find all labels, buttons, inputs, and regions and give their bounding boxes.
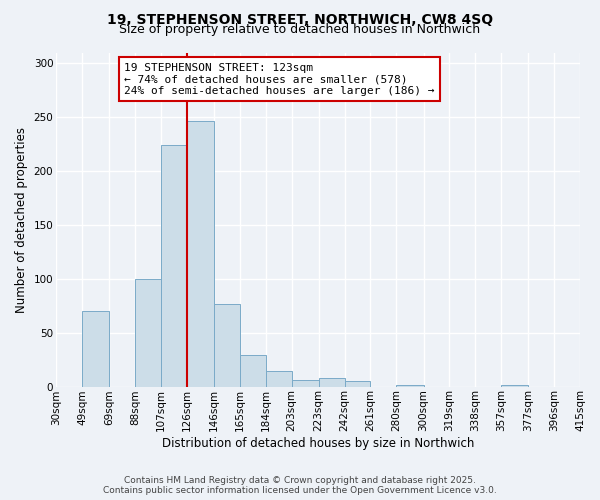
Bar <box>161 145 187 386</box>
Bar <box>240 356 266 386</box>
X-axis label: Distribution of detached houses by size in Northwich: Distribution of detached houses by size … <box>162 437 474 450</box>
Text: Contains HM Land Registry data © Crown copyright and database right 2025.
Contai: Contains HM Land Registry data © Crown c… <box>103 476 497 495</box>
Y-axis label: Number of detached properties: Number of detached properties <box>15 126 28 312</box>
Bar <box>292 380 319 386</box>
Bar <box>266 372 292 386</box>
Bar <box>82 311 109 386</box>
Bar <box>135 279 161 386</box>
Bar <box>214 304 240 386</box>
Bar <box>344 381 370 386</box>
Text: 19, STEPHENSON STREET, NORTHWICH, CW8 4SQ: 19, STEPHENSON STREET, NORTHWICH, CW8 4S… <box>107 12 493 26</box>
Text: 19 STEPHENSON STREET: 123sqm
← 74% of detached houses are smaller (578)
24% of s: 19 STEPHENSON STREET: 123sqm ← 74% of de… <box>124 62 434 96</box>
Text: Size of property relative to detached houses in Northwich: Size of property relative to detached ho… <box>119 22 481 36</box>
Bar <box>187 122 214 386</box>
Bar <box>319 378 344 386</box>
